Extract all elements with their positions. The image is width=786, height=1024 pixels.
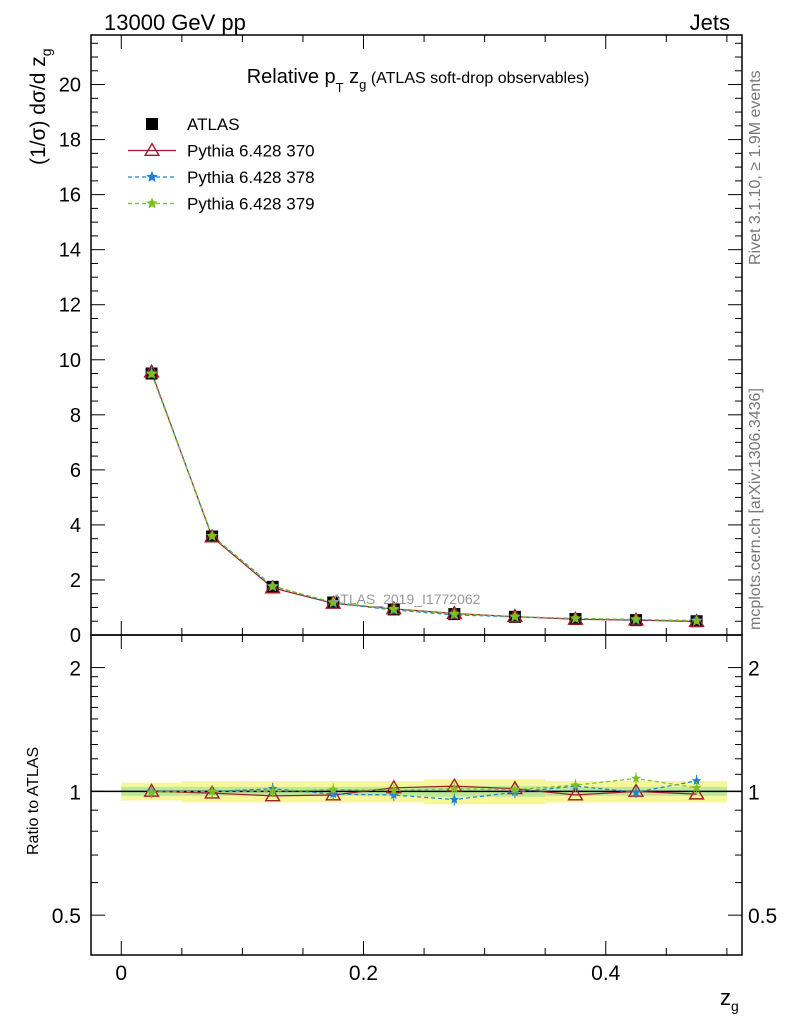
series-line	[151, 372, 697, 621]
y-tick-label: 14	[59, 240, 81, 262]
y-tick-label: 16	[59, 185, 81, 207]
data-point-star	[449, 783, 460, 793]
data-point-star	[691, 782, 702, 792]
data-point-triangle	[264, 579, 281, 594]
data-point-star	[206, 530, 218, 541]
series-line	[151, 371, 697, 623]
y-tick-label: 2	[70, 570, 81, 592]
ratio-y-tick-label: 1	[69, 781, 81, 804]
title-sub-t: T	[336, 80, 344, 95]
ratio-y-tick-label: 0.5	[52, 905, 81, 928]
ratio-panel-frame	[90, 634, 743, 956]
y-tick-label: 12	[59, 295, 81, 317]
data-point-triangle	[264, 787, 281, 802]
data-point-star	[631, 787, 641, 797]
data-point-star	[569, 612, 582, 624]
title-main: Relative p	[247, 66, 336, 88]
ratio-panel: 0.5 0.5 1 1 2 2 0 0.2 0.4	[52, 634, 777, 985]
ratio-y-tick-label: 2	[748, 658, 760, 681]
y-tick-label: 18	[59, 130, 81, 152]
x-tick-label: 0	[115, 962, 127, 985]
main-y-label-text: (1/σ) dσ/d z	[27, 56, 50, 165]
ratio-y-label: Ratio to ATLAS	[25, 747, 42, 855]
data-point-star	[388, 603, 400, 614]
data-point-star	[389, 785, 399, 795]
header-left: 13000 GeV pp	[104, 10, 246, 35]
y-tick-label: 8	[70, 405, 81, 427]
data-point-star	[145, 368, 158, 379]
analysis-watermark: ATLAS_2019_I1772062	[332, 591, 481, 607]
data-point-star	[509, 610, 521, 622]
data-point-star	[690, 615, 703, 626]
legend: ATLAS Pythia 6.428 370 Pythia 6.428 378 Pyt…	[128, 115, 315, 214]
rivet-label: Rivet 3.1.10, ≥ 1.9M events	[747, 70, 764, 265]
data-point-triangle	[688, 785, 705, 800]
x-tick-label: 0.4	[591, 962, 621, 985]
data-point-star	[146, 787, 157, 797]
data-point-star	[570, 780, 581, 790]
y-tick-label: 0	[70, 625, 81, 647]
x-axis-label-sub: g	[731, 998, 739, 1014]
series-line	[151, 373, 697, 622]
ratio-y-tick-label: 0.5	[748, 905, 777, 928]
main-y-label-sub: g	[38, 48, 54, 56]
y-tick-label: 4	[70, 515, 81, 537]
data-point-triangle	[567, 786, 584, 801]
data-point-star	[328, 784, 338, 794]
data-point-square	[146, 118, 158, 130]
data-point-star	[327, 596, 339, 608]
data-point-star	[631, 773, 641, 783]
header-right: Jets	[690, 10, 730, 35]
title-rest: (ATLAS soft-drop observables)	[366, 70, 589, 87]
title-z: z	[344, 66, 360, 88]
main-panel: 0 2 4 6 8 10 12 14 16 18 20	[59, 34, 743, 647]
ratio-y-tick-label: 1	[748, 781, 760, 804]
legend-label: Pythia 6.428 378	[187, 168, 315, 187]
ratio-line	[151, 785, 697, 797]
ratio-line	[151, 780, 697, 801]
data-point-star	[267, 580, 279, 592]
data-point-star	[510, 784, 520, 794]
ratio-series	[143, 772, 705, 806]
x-axis-label: zg	[720, 985, 739, 1014]
mcplots-label: mcplots.cern.ch [arXiv:1306.3436]	[747, 388, 764, 630]
y-tick-label: 10	[59, 350, 81, 372]
data-point-triangle	[203, 784, 221, 799]
data-point-star	[448, 607, 461, 619]
x-ticks: 0 0.2 0.4	[115, 635, 728, 985]
x-tick-label: 0.2	[349, 962, 378, 985]
data-point-star	[267, 786, 278, 796]
data-point-star	[146, 197, 158, 209]
legend-label: Pythia 6.428 370	[187, 142, 315, 161]
y-tick-label: 20	[59, 75, 81, 97]
main-series	[143, 363, 705, 628]
data-point-star	[630, 613, 642, 625]
main-y-ticks: 0 2 4 6 8 10 12 14 16 18 20	[59, 35, 742, 647]
x-axis-label-text: z	[720, 985, 731, 1010]
data-point-star	[207, 786, 217, 796]
data-point-star	[146, 171, 158, 182]
legend-label: Pythia 6.428 379	[187, 195, 315, 214]
main-title: Relative pT zg (ATLAS soft-drop observab…	[247, 66, 590, 95]
data-point-triangle	[143, 142, 161, 157]
legend-label: ATLAS	[187, 115, 240, 134]
data-point-star	[449, 794, 460, 804]
ratio-y-tick-label: 2	[69, 658, 81, 681]
main-y-label: (1/σ) dσ/d zg	[27, 48, 54, 165]
data-point-star	[691, 775, 702, 785]
y-tick-label: 6	[70, 460, 81, 482]
title-sub-g: g	[359, 77, 366, 92]
